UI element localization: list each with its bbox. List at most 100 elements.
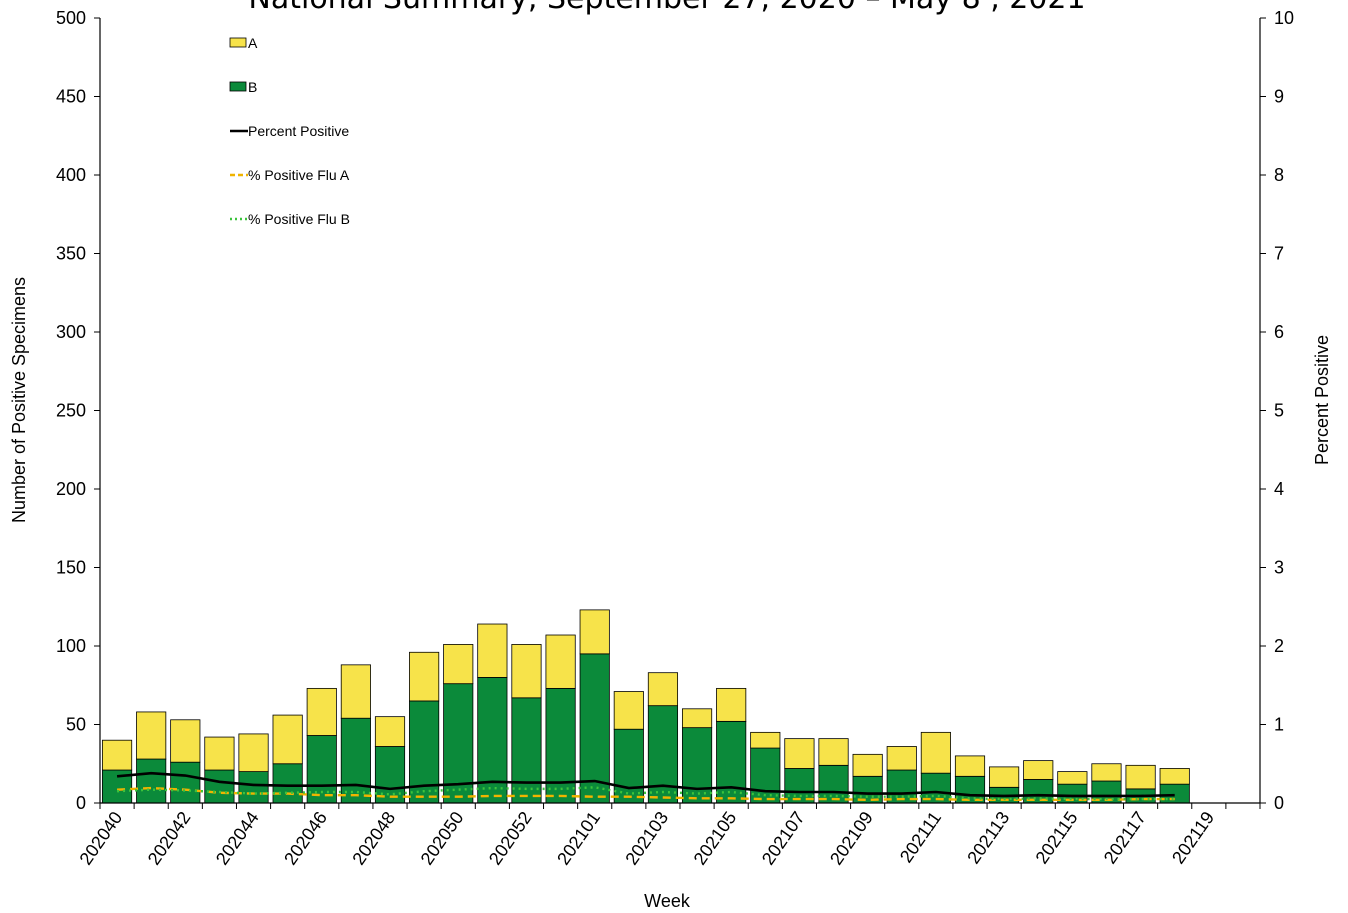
bar-a-202103 bbox=[647, 672, 679, 707]
bar-a-202046 bbox=[306, 687, 337, 736]
y2-tick-label: 6 bbox=[1274, 322, 1284, 342]
y2-tick-label: 9 bbox=[1274, 87, 1284, 107]
bar-a-202114 bbox=[1023, 760, 1054, 780]
bar-b-202051 bbox=[477, 677, 508, 804]
y2-tick-label: 2 bbox=[1274, 636, 1284, 656]
legend-label-a: A bbox=[248, 35, 258, 51]
x-tick-label: 202111 bbox=[896, 808, 945, 866]
line-percent-positive bbox=[116, 771, 1175, 798]
x-tick-label: 202109 bbox=[826, 808, 877, 869]
bar-a-202101 bbox=[579, 609, 610, 655]
percent-lines bbox=[116, 771, 1175, 802]
bar-a-202102 bbox=[613, 691, 644, 730]
y-tick-label: 50 bbox=[66, 715, 86, 735]
bar-b-202044 bbox=[238, 771, 269, 804]
bar-a-202108 bbox=[818, 738, 849, 766]
bar-a-202041 bbox=[136, 711, 167, 760]
bar-b-202043 bbox=[204, 769, 235, 804]
legend-label--positive-flu-a: % Positive Flu A bbox=[248, 167, 350, 183]
y-tick-label: 350 bbox=[56, 244, 86, 264]
bar-a-202043 bbox=[204, 736, 235, 771]
bar-a-202050 bbox=[443, 644, 474, 685]
bar-a-202049 bbox=[409, 651, 440, 702]
x-tick-label: 202044 bbox=[212, 808, 263, 869]
bar-b-202101 bbox=[579, 653, 610, 804]
bar-a-202118 bbox=[1159, 768, 1190, 785]
bar-a-202053 bbox=[545, 634, 576, 689]
bar-a-202117 bbox=[1125, 764, 1156, 790]
legend-label-percent-positive: Percent Positive bbox=[248, 123, 349, 139]
x-tick-label: 202119 bbox=[1168, 808, 1218, 868]
bar-b-202107 bbox=[784, 768, 815, 804]
x-tick-label: 202101 bbox=[553, 808, 604, 869]
x-tick-label: 202115 bbox=[1032, 808, 1082, 868]
legend-label-b: B bbox=[248, 79, 257, 95]
y2-tick-label: 5 bbox=[1274, 401, 1284, 421]
bar-b-202047 bbox=[340, 717, 371, 804]
y-tick-label: 150 bbox=[56, 558, 86, 578]
legend-swatch-a bbox=[229, 37, 247, 48]
y-tick-label: 400 bbox=[56, 165, 86, 185]
bar-b-202042 bbox=[170, 761, 201, 804]
x-tick-label: 202040 bbox=[75, 808, 126, 869]
y-tick-label: 0 bbox=[76, 793, 86, 813]
x-tick-label: 202052 bbox=[485, 808, 536, 869]
y2-tick-label: 10 bbox=[1274, 8, 1294, 28]
bar-b-202041 bbox=[136, 758, 167, 804]
x-tick-label: 202048 bbox=[348, 808, 399, 869]
bar-b-202108 bbox=[818, 764, 849, 804]
bar-a-202047 bbox=[340, 664, 371, 719]
bar-b-202104 bbox=[681, 727, 713, 804]
bar-b-202105 bbox=[716, 720, 747, 804]
x-tick-label: 202050 bbox=[417, 808, 468, 869]
bar-a-202044 bbox=[238, 733, 269, 772]
bar-a-202112 bbox=[954, 755, 986, 777]
bar-b-202045 bbox=[272, 763, 303, 804]
y2-axis-label: Percent Positive bbox=[1312, 335, 1332, 465]
bar-a-202109 bbox=[852, 753, 883, 777]
x-tick-label: 202107 bbox=[758, 808, 809, 869]
legend: A B Percent Positive % Positive Flu A % Posi… bbox=[229, 35, 350, 227]
bar-a-202107 bbox=[784, 738, 815, 769]
x-tick-label: 202113 bbox=[963, 808, 1013, 868]
bar-a-202051 bbox=[477, 623, 508, 678]
y2-tick-label: 1 bbox=[1274, 715, 1284, 735]
bar-b-202053 bbox=[545, 687, 576, 804]
y-tick-label: 100 bbox=[56, 636, 86, 656]
x-tick-label: 202117 bbox=[1100, 808, 1150, 868]
bar-a-202113 bbox=[989, 766, 1020, 788]
y-axis-label: Number of Positive Specimens bbox=[9, 277, 29, 523]
y2-tick-label: 8 bbox=[1274, 165, 1284, 185]
legend-label--positive-flu-b: % Positive Flu B bbox=[248, 211, 350, 227]
x-tick-label: 202103 bbox=[621, 808, 672, 869]
bar-a-202104 bbox=[681, 708, 713, 729]
bar-b-202103 bbox=[647, 705, 679, 804]
bar-a-202040 bbox=[101, 739, 133, 771]
y-tick-label: 200 bbox=[56, 479, 86, 499]
x-tick-label: 202046 bbox=[280, 808, 331, 869]
bar-a-202105 bbox=[716, 687, 747, 722]
y-tick-label: 450 bbox=[56, 87, 86, 107]
line--positive-flu-a bbox=[117, 786, 1175, 802]
bar-a-202042 bbox=[170, 719, 201, 763]
bar-b-202106 bbox=[750, 747, 781, 804]
bar-a-202110 bbox=[886, 746, 917, 771]
bar-b-202052 bbox=[511, 697, 542, 804]
y2-tick-label: 0 bbox=[1274, 793, 1284, 813]
y2-tick-label: 4 bbox=[1274, 479, 1284, 499]
bar-a-202116 bbox=[1091, 763, 1122, 782]
line--positive-flu-b bbox=[117, 786, 1175, 801]
y-tick-label: 300 bbox=[56, 322, 86, 342]
chart-title: National Summary, September 27, 2020 – M… bbox=[248, 0, 1085, 16]
y2-tick-label: 3 bbox=[1274, 558, 1284, 578]
bars bbox=[101, 609, 1190, 804]
bar-a-202052 bbox=[511, 644, 542, 699]
x-tick-label: 202042 bbox=[144, 808, 195, 869]
x-axis-label: Week bbox=[644, 891, 691, 911]
bar-a-202045 bbox=[272, 714, 303, 765]
bar-a-202111 bbox=[920, 731, 951, 774]
legend-swatch-b bbox=[229, 81, 247, 92]
x-tick-label: 202105 bbox=[690, 808, 741, 869]
bar-a-202115 bbox=[1057, 771, 1088, 785]
